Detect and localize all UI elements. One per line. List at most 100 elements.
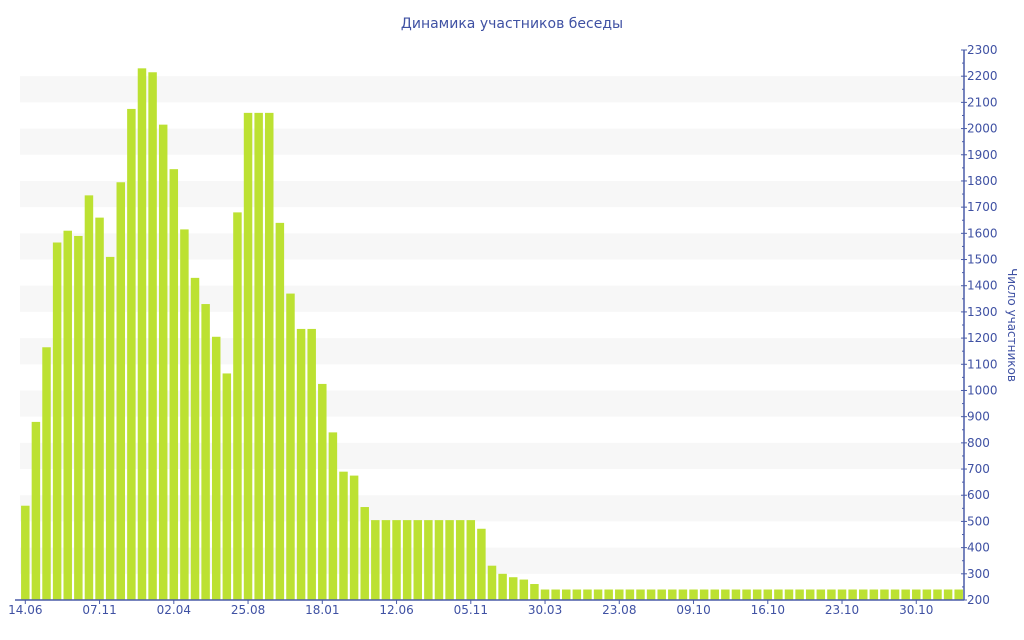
bar: [530, 584, 539, 600]
bar: [869, 589, 879, 600]
bar: [349, 475, 359, 600]
y-tick-label: 1700: [967, 200, 998, 214]
bar: [668, 589, 677, 600]
x-tick-label: 23.10: [825, 603, 859, 617]
y-tick-label: 1400: [967, 279, 998, 293]
bar: [922, 589, 932, 600]
bar: [943, 589, 953, 600]
bar: [254, 112, 263, 600]
bar: [912, 589, 921, 600]
y-tick-label: 400: [967, 541, 990, 555]
bar: [402, 520, 412, 600]
grid-band: [20, 128, 964, 155]
bar: [615, 589, 624, 600]
bar: [243, 112, 253, 600]
bar: [604, 589, 613, 600]
y-tick-label: 2000: [967, 122, 998, 136]
bar: [222, 373, 232, 600]
bar: [763, 589, 773, 600]
y-axis: 200 300 400 500 600 700 800 900 1000 1100 1200 1300…: [961, 43, 998, 607]
bar: [477, 528, 486, 600]
y-tick-label: 1300: [967, 305, 998, 319]
bar: [296, 328, 306, 600]
y-tick-label: 700: [967, 462, 990, 476]
bar: [158, 124, 168, 601]
bar: [795, 589, 804, 600]
x-tick-label: 30.10: [899, 603, 933, 617]
bar: [360, 507, 369, 600]
y-tick-label: 300: [967, 567, 990, 581]
y-tick-label: 1200: [967, 331, 998, 345]
bar: [636, 589, 645, 600]
x-tick-label: 07.11: [82, 603, 116, 617]
bar: [455, 520, 465, 600]
bar: [84, 195, 94, 600]
x-axis: 14.06 07.11 02.04 25.08 18.01 12.06 05.11 30.03…: [8, 599, 964, 617]
bar: [583, 589, 592, 600]
bar: [805, 589, 815, 600]
bar: [625, 589, 635, 600]
bar: [74, 235, 83, 600]
bar: [148, 72, 157, 600]
bar: [42, 347, 51, 600]
bar: [180, 229, 189, 600]
bar: [105, 256, 115, 600]
y-tick-label: 1900: [967, 148, 998, 162]
bar: [286, 293, 295, 600]
bar: [837, 589, 847, 600]
x-tick-label: 25.08: [231, 603, 265, 617]
bar: [827, 589, 836, 600]
x-tick-label: 14.06: [8, 603, 42, 617]
bar: [95, 217, 104, 600]
bar: [774, 589, 783, 600]
bar: [816, 589, 826, 600]
bar: [954, 589, 963, 600]
y-tick-label: 800: [967, 436, 990, 450]
bar: [699, 589, 709, 600]
x-tick-label: 12.06: [379, 603, 413, 617]
bar: [593, 589, 603, 600]
bar: [742, 589, 751, 600]
bar: [275, 222, 285, 600]
bar: [487, 565, 497, 600]
bar: [127, 108, 136, 600]
bar: [890, 589, 900, 600]
bar: [52, 242, 62, 600]
bars: [21, 68, 963, 601]
bar: [646, 589, 656, 600]
y-tick-label: 2200: [967, 69, 998, 83]
bar: [540, 589, 550, 600]
y-tick-label: 1800: [967, 174, 998, 188]
y-tick-label: 200: [967, 593, 990, 607]
bar: [551, 589, 560, 600]
x-tick-label: 30.03: [528, 603, 562, 617]
bar: [21, 505, 30, 600]
y-tick-label: 600: [967, 488, 990, 502]
bar: [848, 589, 857, 600]
y-axis-label: Число участников: [1005, 268, 1019, 382]
bar: [371, 520, 380, 600]
y-tick-label: 1100: [967, 357, 998, 371]
x-tick-label: 02.04: [157, 603, 191, 617]
bar: [434, 520, 444, 600]
bar: [424, 520, 433, 600]
bar: [880, 589, 889, 600]
bar: [721, 589, 730, 600]
bar: [657, 589, 666, 600]
bar: [901, 589, 910, 600]
bar: [731, 589, 741, 600]
y-tick-label: 1600: [967, 226, 998, 240]
bar: [445, 520, 454, 600]
bar: [265, 112, 274, 600]
bar: [169, 169, 179, 600]
bar: [339, 471, 348, 600]
x-tick-label: 23.08: [602, 603, 636, 617]
bar: [413, 520, 422, 600]
bar: [328, 432, 338, 600]
bar: [318, 383, 327, 600]
bar: [307, 328, 316, 600]
bar: [201, 304, 210, 600]
bar: [63, 230, 72, 600]
x-tick-label: 05.11: [454, 603, 488, 617]
